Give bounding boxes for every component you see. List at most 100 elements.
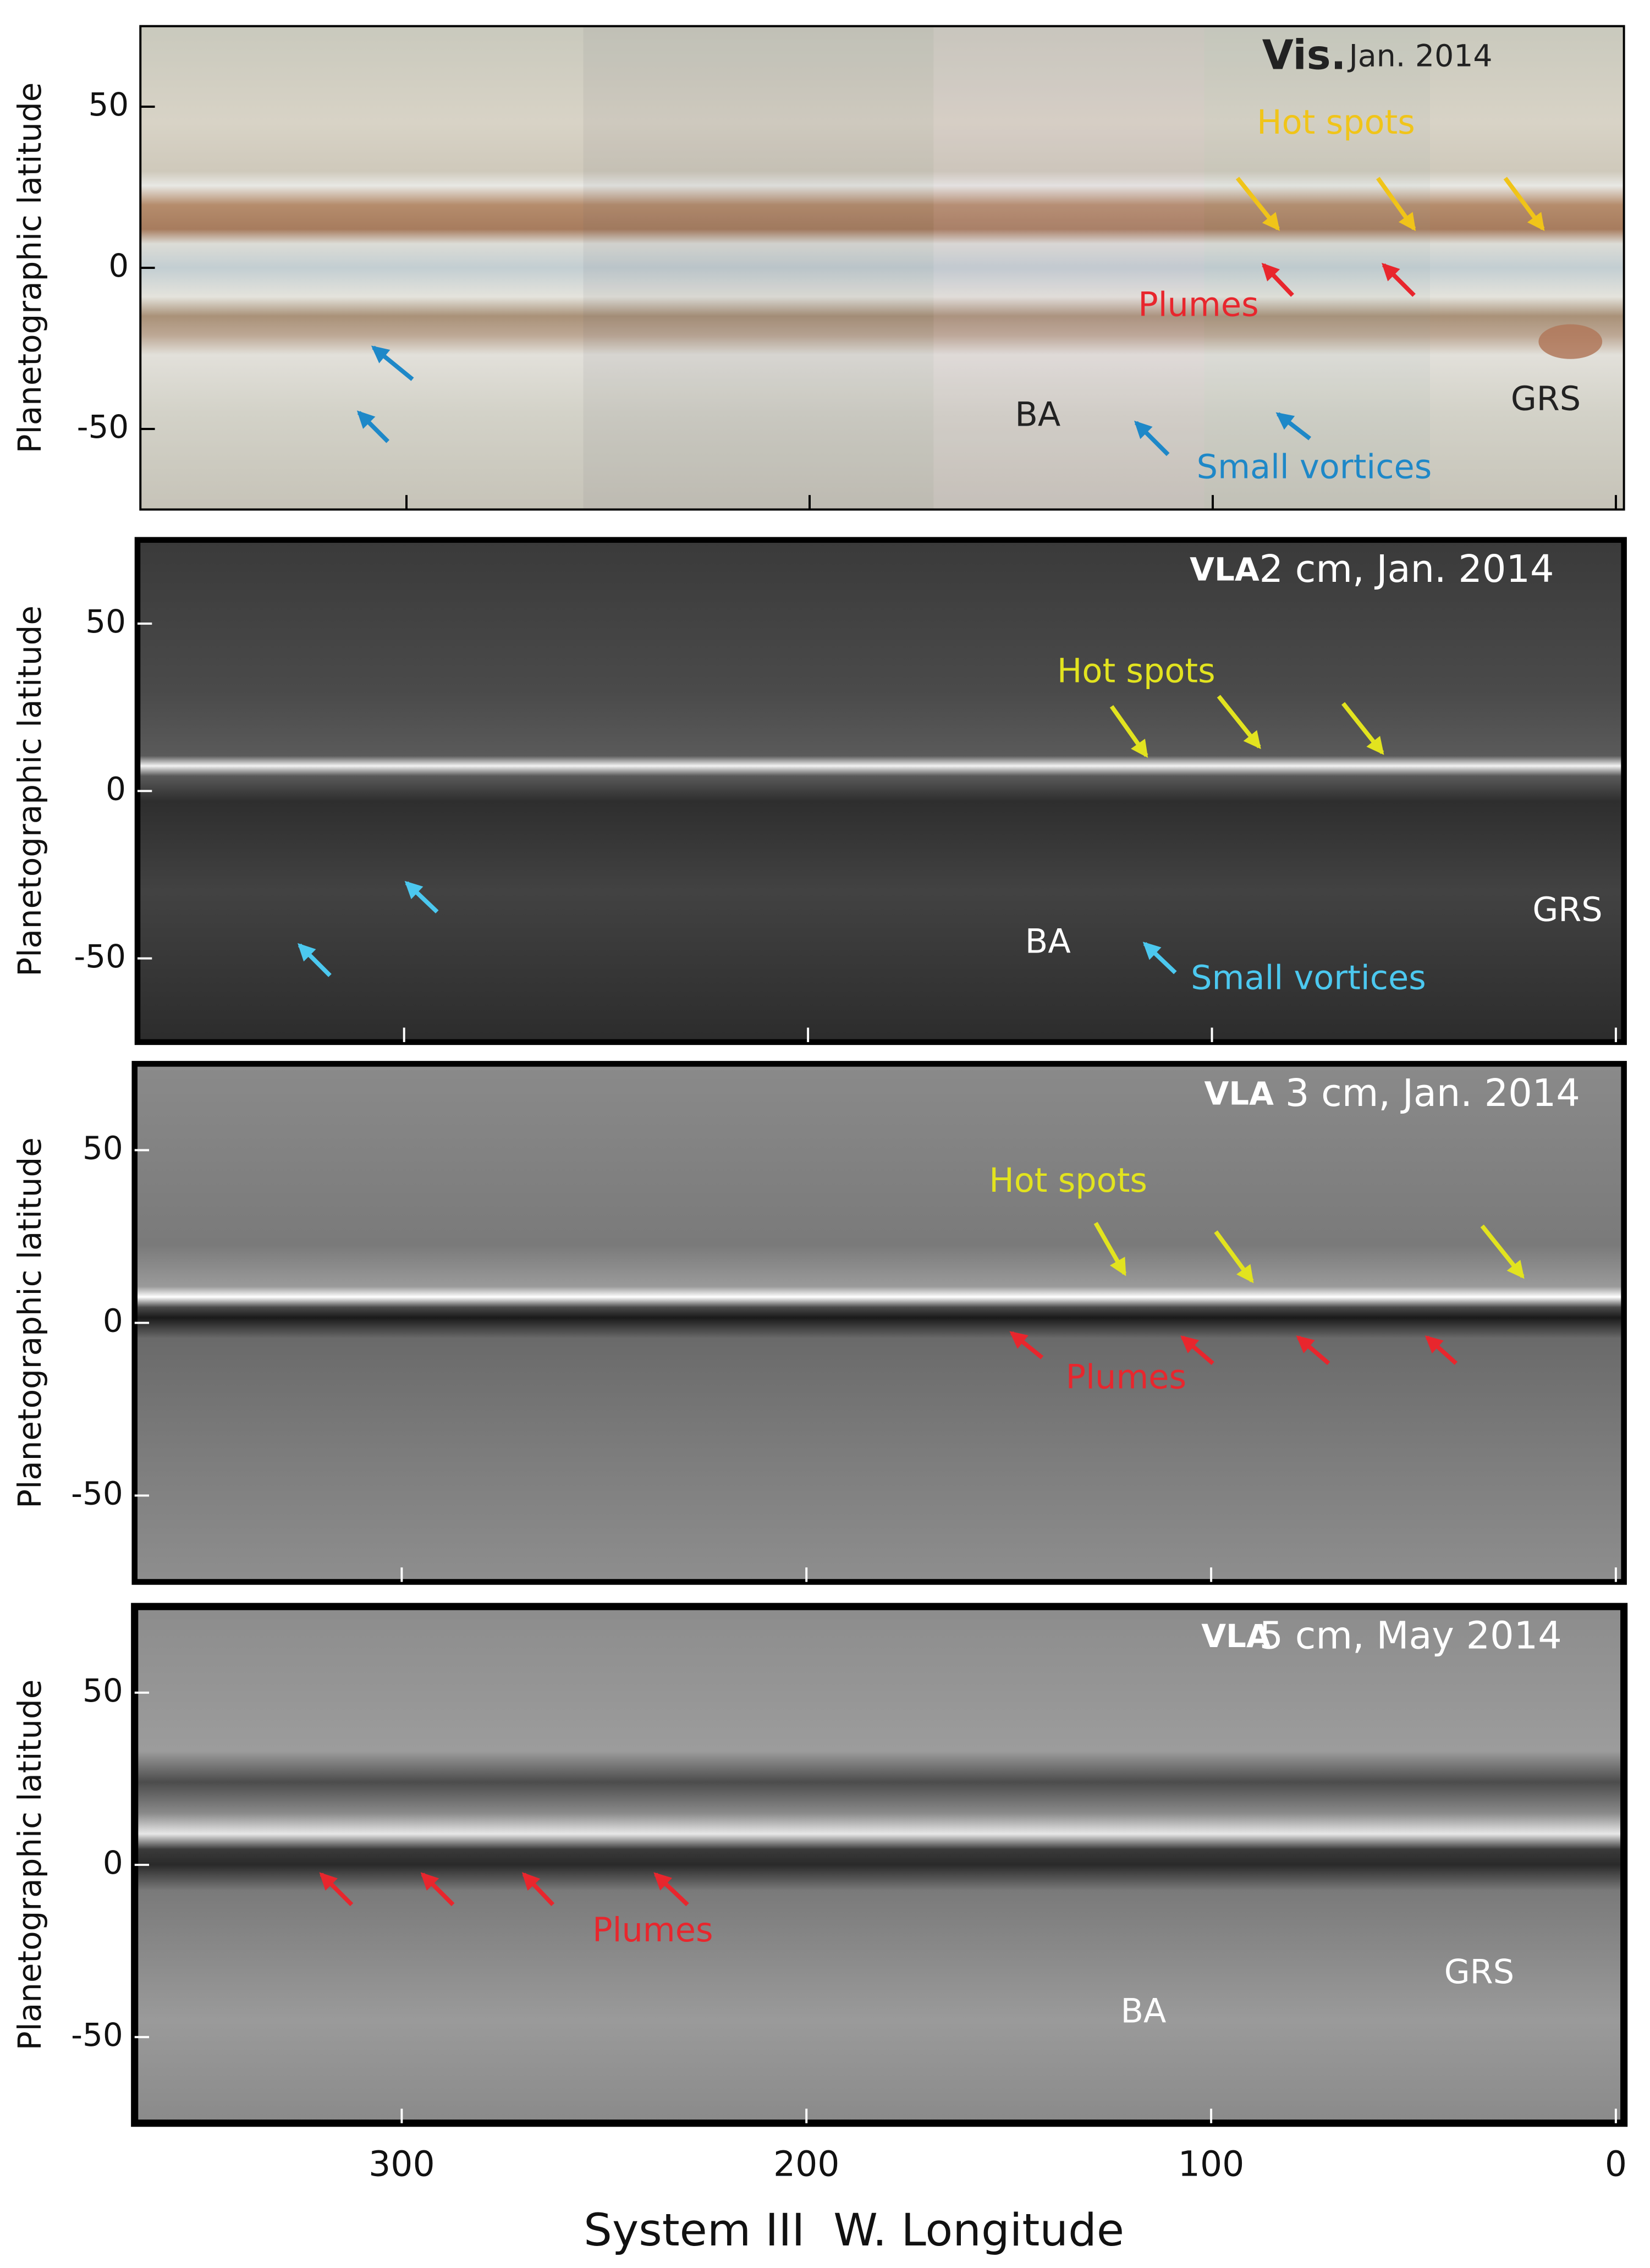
y-tick-label: 0 xyxy=(106,770,126,807)
annotation: Small vortices xyxy=(1197,448,1432,486)
panel-subtitle: Jan. 2014 xyxy=(1348,39,1493,74)
y-tick-label: 50 xyxy=(82,1672,123,1709)
arrow-head xyxy=(1009,1331,1028,1349)
arrow-head xyxy=(1134,420,1153,439)
arrow xyxy=(1217,695,1261,750)
arrow xyxy=(356,410,390,443)
y-tick-label: 0 xyxy=(108,247,129,284)
arrow xyxy=(1503,177,1545,232)
arrow-head xyxy=(1262,212,1280,232)
y-tick-label: 0 xyxy=(103,1844,123,1881)
arrow xyxy=(1214,1230,1254,1284)
arrow-head xyxy=(1261,262,1280,282)
arrow-head xyxy=(522,1872,541,1891)
map-tile xyxy=(933,26,1204,510)
y-tick-label: -50 xyxy=(71,1475,123,1512)
panel-subtitle: 2 cm, Jan. 2014 xyxy=(1259,547,1554,591)
arrow-head xyxy=(1527,212,1545,232)
arrow xyxy=(371,345,414,381)
arrow-head xyxy=(404,880,424,900)
arrow xyxy=(1180,1335,1214,1366)
annotation: GRS xyxy=(1444,1953,1514,1991)
arrow xyxy=(522,1872,555,1907)
y-tick-label: -50 xyxy=(77,408,129,445)
arrow-head xyxy=(1398,212,1416,232)
arrow xyxy=(1425,1335,1458,1366)
x-tick-label: 100 xyxy=(1178,2144,1245,2184)
arrow-head xyxy=(356,410,376,429)
map-image xyxy=(138,540,1624,1042)
map-image xyxy=(134,1606,1624,2123)
annotation: Small vortices xyxy=(1191,959,1426,997)
arrow-head xyxy=(1366,736,1384,755)
arrow xyxy=(1296,1335,1330,1366)
arrow-head xyxy=(653,1872,673,1891)
arrow xyxy=(1093,1221,1127,1276)
annotation: Plumes xyxy=(592,1911,713,1950)
y-tick-label: 50 xyxy=(89,86,129,123)
arrow xyxy=(1480,1224,1525,1279)
annotation: BA xyxy=(1025,923,1071,961)
arrow xyxy=(653,1872,689,1907)
arrow xyxy=(1142,942,1177,975)
x-tick-label: 200 xyxy=(773,2144,840,2184)
arrow xyxy=(404,880,439,913)
arrow-head xyxy=(1243,730,1261,750)
panel-title: VLA xyxy=(1201,1617,1271,1655)
arrow xyxy=(1235,177,1280,232)
y-axis-label: Planetographic latitude xyxy=(11,605,48,977)
arrow xyxy=(1341,702,1384,755)
map-tile xyxy=(583,26,934,510)
x-axis-label: System III W. Longitude xyxy=(584,2204,1124,2256)
panel-title: VLA xyxy=(1204,1075,1274,1112)
arrow xyxy=(1109,705,1148,758)
panel-title: Vis. xyxy=(1262,32,1346,79)
x-tick-label: 0 xyxy=(1605,2144,1627,2184)
arrow xyxy=(1009,1331,1044,1359)
arrow-head xyxy=(1425,1335,1444,1354)
panel-subtitle: 3 cm, Jan. 2014 xyxy=(1285,1071,1580,1115)
arrow-head xyxy=(1296,1335,1315,1353)
arrow-head xyxy=(1236,1264,1254,1284)
annotation: GRS xyxy=(1511,380,1581,419)
arrow-head xyxy=(1506,1259,1525,1279)
arrow xyxy=(1134,420,1170,456)
annotation: Hot spots xyxy=(1057,652,1216,690)
arrow xyxy=(1275,412,1311,441)
annotation: Plumes xyxy=(1138,286,1258,324)
arrow xyxy=(1261,262,1294,297)
arrow-head xyxy=(298,943,316,962)
annotation: Plumes xyxy=(1066,1358,1186,1397)
arrow-head xyxy=(1382,263,1400,282)
arrow-head xyxy=(1180,1335,1200,1353)
y-tick-label: 0 xyxy=(103,1302,123,1340)
y-tick-label: -50 xyxy=(71,2016,123,2054)
y-tick-label: 50 xyxy=(82,1129,123,1166)
arrow-head xyxy=(1109,1257,1126,1276)
arrow xyxy=(298,943,332,977)
y-tick-label: -50 xyxy=(74,938,126,975)
arrow-head xyxy=(1142,942,1162,960)
y-axis-label: Planetographic latitude xyxy=(11,1680,48,2051)
map-image xyxy=(140,26,1624,510)
arrow-head xyxy=(1275,412,1295,430)
annotation: GRS xyxy=(1532,891,1602,929)
y-tick-label: 50 xyxy=(85,603,126,640)
map-image xyxy=(134,1064,1624,1582)
annotation: BA xyxy=(1015,396,1060,434)
annotation: BA xyxy=(1120,1992,1166,2030)
arrow xyxy=(1382,263,1416,297)
panel-subtitle: 5 cm, May 2014 xyxy=(1259,1614,1561,1658)
annotation: Hot spots xyxy=(989,1161,1147,1200)
arrow-head xyxy=(1131,739,1148,758)
arrow xyxy=(1376,177,1416,232)
annotation: Hot spots xyxy=(1257,103,1415,142)
panel-title: VLA xyxy=(1190,551,1260,588)
y-axis-label: Planetographic latitude xyxy=(11,1137,48,1509)
x-tick-label: 300 xyxy=(369,2144,435,2184)
red-spot xyxy=(1538,324,1603,359)
arrow-head xyxy=(371,345,391,364)
y-axis-label: Planetographic latitude xyxy=(11,82,48,454)
